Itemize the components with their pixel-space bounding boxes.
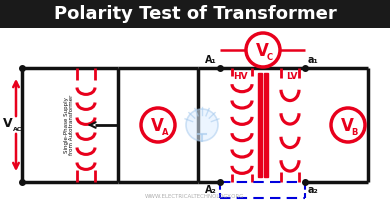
Text: A₁: A₁: [205, 55, 217, 65]
Text: Single-Phase Supply
from Autotransformer: Single-Phase Supply from Autotransformer: [64, 95, 74, 155]
Text: A₂: A₂: [205, 185, 217, 195]
Text: Polarity Test of Transformer: Polarity Test of Transformer: [54, 5, 336, 23]
Text: V: V: [255, 42, 268, 60]
Text: V: V: [340, 117, 353, 135]
Circle shape: [186, 109, 218, 141]
Text: V: V: [3, 117, 13, 130]
Text: A: A: [161, 128, 168, 137]
Text: V: V: [151, 117, 163, 135]
Text: AC: AC: [13, 127, 22, 132]
Text: a₂: a₂: [308, 185, 319, 195]
Text: WWW.ELECTRICALTECHNOLOGY.ORG: WWW.ELECTRICALTECHNOLOGY.ORG: [145, 194, 245, 198]
Circle shape: [331, 108, 365, 142]
Circle shape: [246, 33, 280, 67]
Text: LV: LV: [286, 72, 298, 81]
Text: HV: HV: [233, 72, 247, 81]
Bar: [0, 0, 390, 28]
Text: B: B: [352, 128, 358, 137]
Circle shape: [141, 108, 175, 142]
Text: C: C: [267, 53, 273, 62]
Bar: [258, 73, 262, 177]
Text: a₁: a₁: [308, 55, 319, 65]
Bar: [264, 73, 268, 177]
